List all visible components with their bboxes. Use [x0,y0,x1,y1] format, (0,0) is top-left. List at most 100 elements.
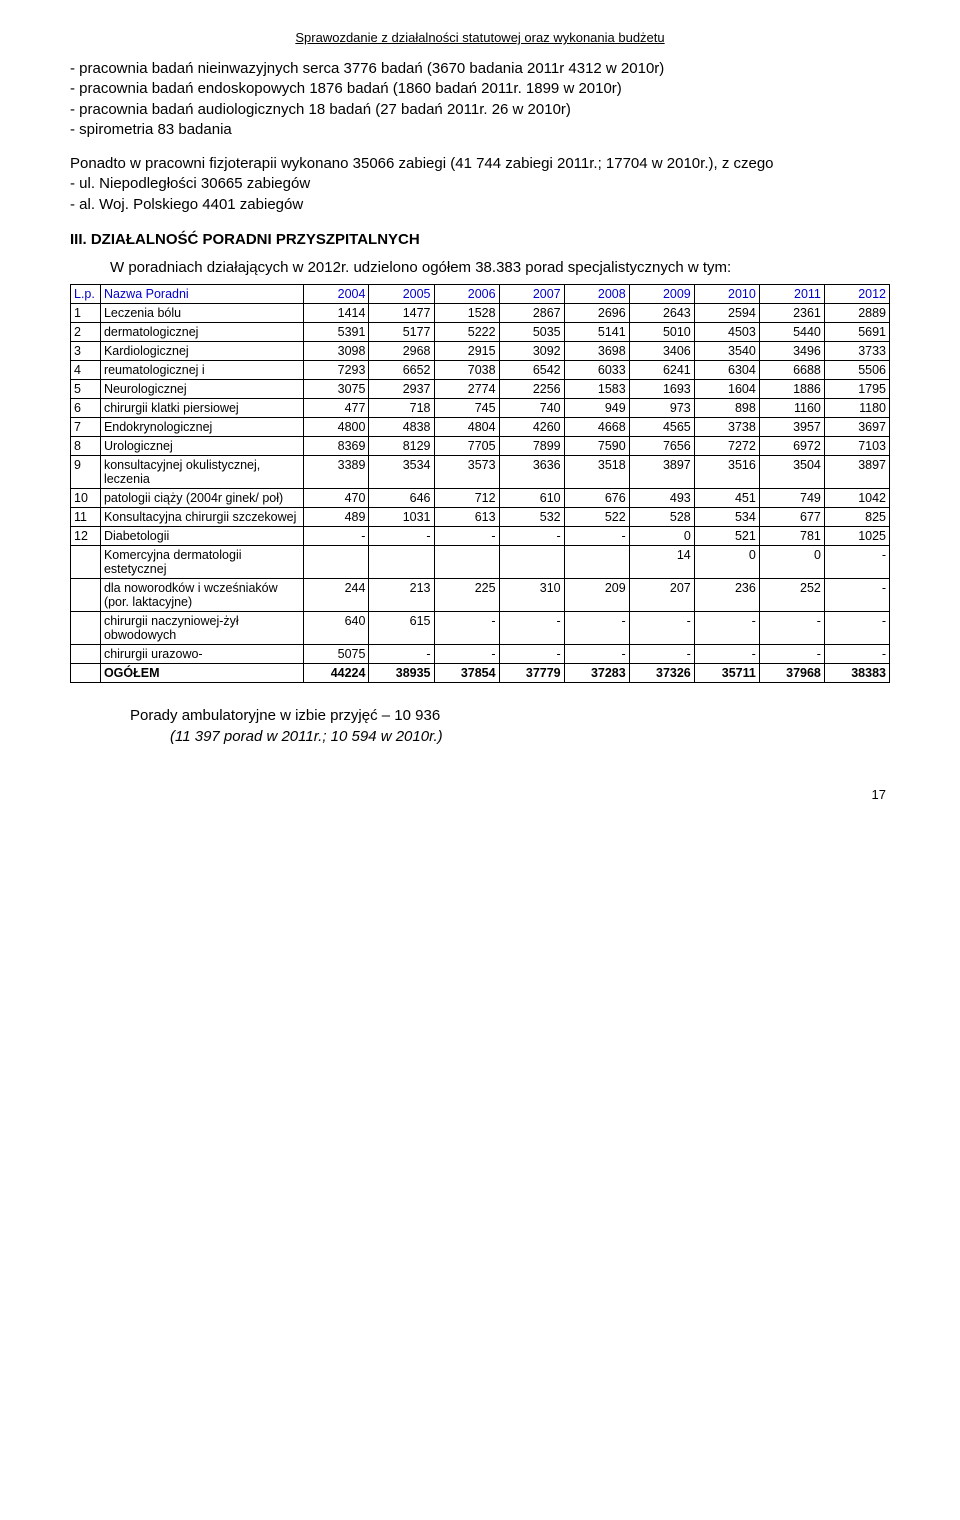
table-cell: 3957 [759,418,824,437]
table-cell: 5 [71,380,101,399]
header-cell: 2009 [629,285,694,304]
header-cell: 2004 [304,285,369,304]
table-cell [304,546,369,579]
table-cell: 4 [71,361,101,380]
table-cell: 3897 [629,456,694,489]
table-row: 3Kardiologicznej309829682915309236983406… [71,342,890,361]
table-row: 8Urologicznej836981297705789975907656727… [71,437,890,456]
table-cell: 740 [499,399,564,418]
table-row: OGÓŁEM4422438935378543777937283373263571… [71,664,890,683]
table-cell: Endokrynologicznej [100,418,303,437]
table-cell: - [629,612,694,645]
table-cell: 1414 [304,304,369,323]
table-cell [71,579,101,612]
table-cell: 244 [304,579,369,612]
intro-line: - pracownia badań endoskopowych 1876 bad… [70,79,890,99]
table-cell: 14 [629,546,694,579]
table-cell: - [824,579,889,612]
footer-line: Porady ambulatoryjne w izbie przyjęć – 1… [130,705,890,726]
table-cell: - [499,527,564,546]
table-cell [369,546,434,579]
table-cell: Konsultacyjna chirurgii szczekowej [100,508,303,527]
table-cell: chirurgii urazowo- [100,645,303,664]
table-row: Komercyjna dermatologii estetycznej1400- [71,546,890,579]
table-cell: 38935 [369,664,434,683]
table-cell: 1025 [824,527,889,546]
table-cell: 1583 [564,380,629,399]
table-body: 1Leczenia bólu14141477152828672696264325… [71,304,890,683]
page-container: Sprawozdanie z działalności statutowej o… [0,0,960,842]
table-cell: 2696 [564,304,629,323]
table-cell: 5691 [824,323,889,342]
table-cell: 37326 [629,664,694,683]
section-title: III. DZIAŁALNOŚĆ PORADNI PRZYSZPITALNYCH [70,231,890,248]
table-cell [71,612,101,645]
paragraph: W poradniach działających w 2012r. udzie… [70,258,890,278]
table-cell: - [499,645,564,664]
table-cell: 3504 [759,456,824,489]
table-cell: - [369,645,434,664]
footer-block: Porady ambulatoryjne w izbie przyjęć – 1… [70,705,890,747]
table-cell: 5075 [304,645,369,664]
table-cell: 7899 [499,437,564,456]
table-cell: 12 [71,527,101,546]
table-cell: 5010 [629,323,694,342]
table-cell: chirurgii klatki piersiowej [100,399,303,418]
table-cell: 7 [71,418,101,437]
footer-line-italic: (11 397 porad w 2011r.; 10 594 w 2010r.) [170,726,890,747]
table-cell: 3540 [694,342,759,361]
table-cell: 225 [434,579,499,612]
table-cell: 3698 [564,342,629,361]
table-cell: - [759,645,824,664]
table-cell: 2937 [369,380,434,399]
table-cell: 3697 [824,418,889,437]
table-cell: 1180 [824,399,889,418]
table-cell: 613 [434,508,499,527]
table-cell: OGÓŁEM [100,664,303,683]
table-cell: dla noworodków i wcześniaków (por. lakta… [100,579,303,612]
table-cell: 1795 [824,380,889,399]
table-cell: 37968 [759,664,824,683]
table-cell [71,546,101,579]
table-cell: 3738 [694,418,759,437]
table-cell: 4800 [304,418,369,437]
table-cell: - [369,527,434,546]
table-cell: 7656 [629,437,694,456]
table-cell: 252 [759,579,824,612]
table-cell: 3496 [759,342,824,361]
table-cell: 37854 [434,664,499,683]
table-cell: 1160 [759,399,824,418]
table-cell: Neurologicznej [100,380,303,399]
intro-after-line: - al. Woj. Polskiego 4401 zabiegów [70,195,890,215]
table-cell: 6033 [564,361,629,380]
table-cell: - [434,612,499,645]
table-row: 7Endokrynologicznej480048384804426046684… [71,418,890,437]
table-header-row: L.p. Nazwa Poradni 2004 2005 2006 2007 2… [71,285,890,304]
table-cell: 11 [71,508,101,527]
table-cell: 6652 [369,361,434,380]
table-cell: Diabetologii [100,527,303,546]
table-cell: 781 [759,527,824,546]
table-cell [499,546,564,579]
table-cell: 7272 [694,437,759,456]
header-cell: 2010 [694,285,759,304]
table-cell: 8 [71,437,101,456]
table-cell [434,546,499,579]
table-cell: 5440 [759,323,824,342]
table-cell: 615 [369,612,434,645]
header-cell: 2007 [499,285,564,304]
table-cell: 676 [564,489,629,508]
table-cell: 451 [694,489,759,508]
table-cell: 4668 [564,418,629,437]
table-cell: 3636 [499,456,564,489]
table-cell [564,546,629,579]
intro-block: - pracownia badań nieinwazyjnych serca 3… [70,59,890,215]
table-cell: 3733 [824,342,889,361]
table-row: 11Konsultacyjna chirurgii szczekowej4891… [71,508,890,527]
table-cell: 1042 [824,489,889,508]
table-cell: 493 [629,489,694,508]
table-cell: 6688 [759,361,824,380]
table-cell: 10 [71,489,101,508]
intro-after-line: - ul. Niepodległości 30665 zabiegów [70,174,890,194]
table-cell: 2361 [759,304,824,323]
